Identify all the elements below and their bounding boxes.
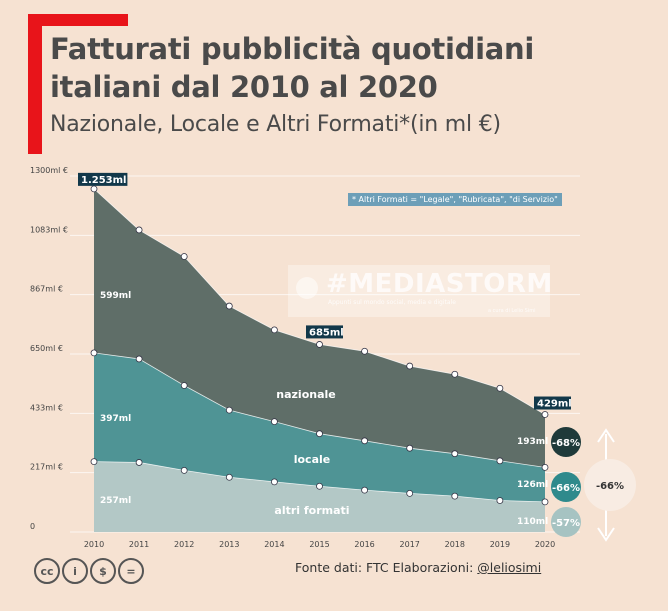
- total-label-mid: 685ml: [309, 327, 344, 338]
- watermark-logo-icon: [296, 277, 318, 299]
- data-point-locale: [225, 406, 233, 414]
- data-point-altri: [406, 489, 414, 497]
- footnote-box: * Altri Formati = "Legale", "Rubricata",…: [348, 193, 562, 206]
- x-tick-label: 2020: [535, 540, 555, 549]
- source-text: Fonte dati: FTC Elaborazioni:: [295, 560, 478, 575]
- total-change-label: -66%: [596, 481, 624, 492]
- series-label-nazionale: nazionale: [276, 388, 335, 401]
- x-tick-label: 2018: [445, 540, 465, 549]
- data-point-locale: [270, 418, 278, 426]
- total-label-start: 1.253ml: [81, 175, 126, 186]
- data-point-altri: [361, 486, 369, 494]
- data-point-total: [180, 253, 188, 260]
- data-point-total: [451, 370, 459, 378]
- source-handle-link[interactable]: @leliosimi: [477, 560, 542, 575]
- attribution-icon: i: [62, 558, 88, 584]
- change-badge-nazionale-circle: [551, 427, 581, 457]
- data-point-locale: [541, 463, 549, 471]
- data-point-total: [316, 341, 323, 348]
- data-point-locale: [361, 437, 369, 445]
- total-label-start-bg: [78, 172, 128, 186]
- series-label-locale: locale: [294, 453, 331, 466]
- value-label-nazionale-start: 599ml: [100, 291, 131, 301]
- data-point-altri: [180, 466, 188, 474]
- accent-bar-top: [28, 14, 128, 26]
- data-point-altri: [135, 459, 143, 466]
- value-label-altri-end: 110ml: [517, 517, 548, 527]
- series-label-altri: altri formati: [274, 504, 349, 517]
- x-tick-label: 2019: [490, 540, 510, 549]
- page-title: Fatturati pubblicità quotidiani italiani…: [50, 30, 650, 106]
- total-change-arrow-down-icon: [597, 527, 615, 542]
- x-tick-label: 2016: [354, 540, 374, 549]
- data-point-altri: [451, 492, 459, 500]
- data-point-locale: [90, 349, 98, 357]
- data-point-total: [361, 347, 369, 355]
- data-point-locale: [406, 444, 414, 452]
- change-badge-locale-circle: [551, 472, 581, 502]
- y-tick-label: 433ml €: [30, 403, 63, 412]
- series-locale-area: [94, 352, 545, 502]
- x-tick-label: 2012: [174, 540, 194, 549]
- change-badge-nazionale: -68%: [552, 438, 580, 449]
- data-point-total: [225, 302, 233, 310]
- y-tick-label: 217ml €: [30, 463, 63, 472]
- x-tick-label: 2014: [264, 540, 284, 549]
- data-point-altri: [496, 497, 504, 504]
- value-label-nazionale-end: 193ml: [517, 437, 548, 447]
- data-point-locale: [135, 355, 143, 363]
- total-change-circle: [584, 459, 636, 511]
- total-label-mid-bg: [306, 325, 343, 339]
- value-label-locale-start: 397ml: [100, 414, 131, 424]
- watermark-subtitle: Appunti sul mondo social, media e digita…: [328, 299, 456, 306]
- data-point-total: [270, 326, 278, 334]
- data-point-total: [496, 384, 504, 392]
- y-tick-label: 867ml €: [30, 285, 63, 294]
- data-point-total: [135, 226, 143, 234]
- data-point-locale: [451, 450, 459, 458]
- title-line-2: italiani dal 2010 al 2020: [50, 70, 438, 104]
- data-point-altri: [270, 478, 278, 486]
- noncommercial-icon: $: [90, 558, 116, 584]
- source-credit: Fonte dati: FTC Elaborazioni: @leliosimi: [295, 560, 541, 575]
- y-tick-label: 0: [30, 522, 35, 531]
- title-line-1: Fatturati pubblicità quotidiani: [50, 32, 534, 66]
- y-tick-label: 1083ml €: [30, 225, 68, 234]
- x-tick-label: 2015: [309, 540, 329, 549]
- watermark: #MEDIASTORM Appunti sul mondo social, me…: [288, 265, 553, 317]
- x-tick-label: 2013: [219, 540, 239, 549]
- data-point-locale: [180, 382, 188, 389]
- watermark-title: #MEDIASTORM: [326, 269, 553, 299]
- change-badge-altri: -57%: [552, 518, 580, 529]
- data-point-altri: [316, 482, 323, 490]
- change-badge-altri-circle: [551, 507, 581, 537]
- data-point-altri: [90, 458, 98, 466]
- total-change-arrow-up-icon: [597, 428, 615, 443]
- accent-bar-left: [28, 14, 42, 154]
- y-tick-label: 650ml €: [30, 344, 63, 353]
- data-point-altri: [541, 498, 549, 506]
- license-icons: cc i $ =: [34, 558, 144, 584]
- data-point-total: [90, 185, 98, 193]
- noderivatives-icon: =: [118, 558, 144, 584]
- x-tick-label: 2010: [84, 540, 104, 549]
- page-subtitle: Nazionale, Locale e Altri Formati*(in ml…: [50, 112, 501, 137]
- data-point-locale: [316, 430, 323, 438]
- watermark-credit: a cura di Lelio Simi: [488, 308, 536, 314]
- total-label-end-bg: [534, 396, 571, 410]
- data-point-locale: [496, 457, 504, 465]
- series-altri-area: [94, 461, 545, 532]
- value-label-altri-start: 257ml: [100, 496, 131, 506]
- x-tick-label: 2011: [129, 540, 149, 549]
- value-label-locale-end: 126ml: [517, 480, 548, 490]
- cc-icon: cc: [34, 558, 60, 584]
- total-label-end: 429ml: [537, 399, 572, 410]
- y-tick-label: 1300ml €: [30, 166, 68, 175]
- data-point-total: [406, 362, 414, 370]
- data-point-altri: [225, 473, 233, 481]
- data-point-total: [541, 411, 549, 418]
- x-tick-label: 2017: [400, 540, 420, 549]
- change-badge-locale: -66%: [552, 483, 580, 494]
